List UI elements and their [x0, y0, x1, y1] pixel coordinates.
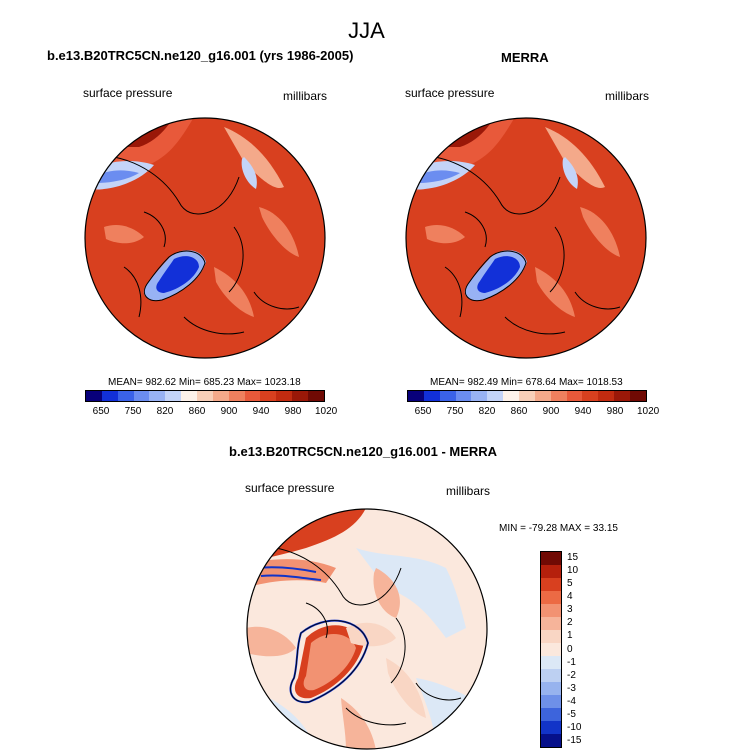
colorbar-swatch	[439, 391, 456, 401]
colorbar-tick-label: 860	[510, 406, 528, 417]
colorbar-tick-label: 900	[220, 406, 238, 417]
colorbar-swatch	[487, 391, 504, 401]
colorbar-tick-label: 1020	[637, 406, 660, 417]
colorbar-swatch	[630, 391, 646, 401]
colorbar-swatch	[308, 391, 324, 401]
colorbar-tick-label: 2	[567, 617, 573, 629]
colorbar-swatch	[541, 695, 561, 708]
colorbar-swatch	[541, 591, 561, 604]
left-panel-title: b.e13.B20TRC5CN.ne120_g16.001 (yrs 1986-…	[47, 48, 354, 63]
colorbar-swatch	[541, 565, 561, 578]
colorbar-swatch	[598, 391, 615, 401]
colorbar-tick-label: 860	[188, 406, 206, 417]
diff-colorbar-ticks: 15 10 5 4 3 2 1 0 -1 -2 -3 -4 -5 -10 -15	[567, 551, 607, 748]
colorbar-swatch	[541, 721, 561, 734]
colorbar-swatch	[541, 578, 561, 591]
colorbar-tick-label: 650	[92, 406, 110, 417]
colorbar-tick-label: -3	[567, 682, 576, 694]
colorbar-swatch	[541, 734, 561, 747]
left-units-label: millibars	[283, 89, 328, 103]
right-stats: MEAN= 982.49 Min= 678.64 Max= 1018.53	[430, 377, 623, 388]
colorbar-swatch	[519, 391, 535, 401]
colorbar-swatch	[541, 656, 561, 669]
colorbar-swatch	[534, 391, 551, 401]
diff-field-label: surface pressure	[245, 481, 335, 495]
colorbar-tick-label: 940	[574, 406, 592, 417]
colorbar-tick-label: -4	[567, 696, 576, 708]
figure-title: JJA	[348, 18, 385, 43]
colorbar-tick-label: 940	[252, 406, 270, 417]
left-field-label: surface pressure	[83, 86, 173, 100]
colorbar-tick-label: 980	[606, 406, 624, 417]
colorbar-swatch	[228, 391, 245, 401]
colorbar-tick-label: 10	[567, 564, 579, 576]
colorbar-tick-label: 1	[567, 630, 573, 642]
colorbar-swatch	[197, 391, 213, 401]
colorbar-swatch	[541, 604, 561, 617]
colorbar-swatch	[101, 391, 118, 401]
colorbar-tick-label: -5	[567, 709, 576, 721]
left-colorbar-ticks: 650 750 820 860 900 940 980 1020	[85, 406, 338, 418]
colorbar-tick-label: 3	[567, 604, 573, 616]
colorbar-swatch	[423, 391, 440, 401]
diff-colorbar	[540, 551, 562, 748]
colorbar-swatch	[86, 391, 102, 401]
diff-polar-map	[246, 508, 488, 750]
colorbar-swatch	[541, 552, 561, 565]
colorbar-swatch	[541, 682, 561, 695]
colorbar-swatch	[550, 391, 567, 401]
colorbar-tick-label: -10	[567, 722, 582, 734]
colorbar-tick-label: -15	[567, 735, 582, 747]
colorbar-swatch	[408, 391, 424, 401]
colorbar-swatch	[165, 391, 182, 401]
right-polar-map	[405, 117, 647, 359]
colorbar-swatch	[582, 391, 599, 401]
right-units-label: millibars	[605, 89, 650, 103]
left-colorbar	[85, 390, 325, 402]
colorbar-tick-label: 0	[567, 643, 573, 655]
colorbar-swatch	[471, 391, 488, 401]
colorbar-swatch	[117, 391, 134, 401]
colorbar-tick-label: -1	[567, 656, 576, 668]
colorbar-swatch	[133, 391, 150, 401]
colorbar-tick-label: -2	[567, 669, 576, 681]
colorbar-tick-label: 820	[156, 406, 174, 417]
diff-units-label: millibars	[446, 484, 491, 498]
diff-panel-title: b.e13.B20TRC5CN.ne120_g16.001 - MERRA	[229, 444, 498, 459]
colorbar-tick-label: 820	[478, 406, 496, 417]
right-panel-title: MERRA	[501, 50, 549, 65]
colorbar-swatch	[244, 391, 261, 401]
colorbar-tick-label: 750	[124, 406, 142, 417]
colorbar-swatch	[541, 708, 561, 721]
colorbar-swatch	[541, 669, 561, 682]
colorbar-swatch	[181, 391, 198, 401]
colorbar-swatch	[292, 391, 309, 401]
colorbar-swatch	[503, 391, 520, 401]
colorbar-swatch	[260, 391, 277, 401]
colorbar-swatch	[276, 391, 293, 401]
right-field-label: surface pressure	[405, 86, 495, 100]
right-colorbar	[407, 390, 647, 402]
right-colorbar-ticks: 650 750 820 860 900 940 980 1020	[407, 406, 660, 418]
colorbar-tick-label: 15	[567, 551, 579, 563]
colorbar-tick-label: 650	[414, 406, 432, 417]
diff-stats: MIN = -79.28 MAX = 33.15	[499, 523, 618, 534]
colorbar-swatch	[614, 391, 631, 401]
colorbar-swatch	[566, 391, 583, 401]
colorbar-swatch	[149, 391, 166, 401]
colorbar-tick-label: 900	[542, 406, 560, 417]
colorbar-swatch	[455, 391, 472, 401]
colorbar-swatch	[541, 617, 561, 630]
colorbar-tick-label: 5	[567, 577, 573, 589]
colorbar-swatch	[541, 630, 561, 643]
colorbar-tick-label: 4	[567, 590, 573, 602]
colorbar-tick-label: 750	[446, 406, 464, 417]
colorbar-tick-label: 1020	[315, 406, 338, 417]
left-stats: MEAN= 982.62 Min= 685.23 Max= 1023.18	[108, 377, 301, 388]
colorbar-swatch	[212, 391, 229, 401]
colorbar-swatch	[541, 643, 561, 656]
left-polar-map	[84, 117, 326, 359]
colorbar-tick-label: 980	[284, 406, 302, 417]
